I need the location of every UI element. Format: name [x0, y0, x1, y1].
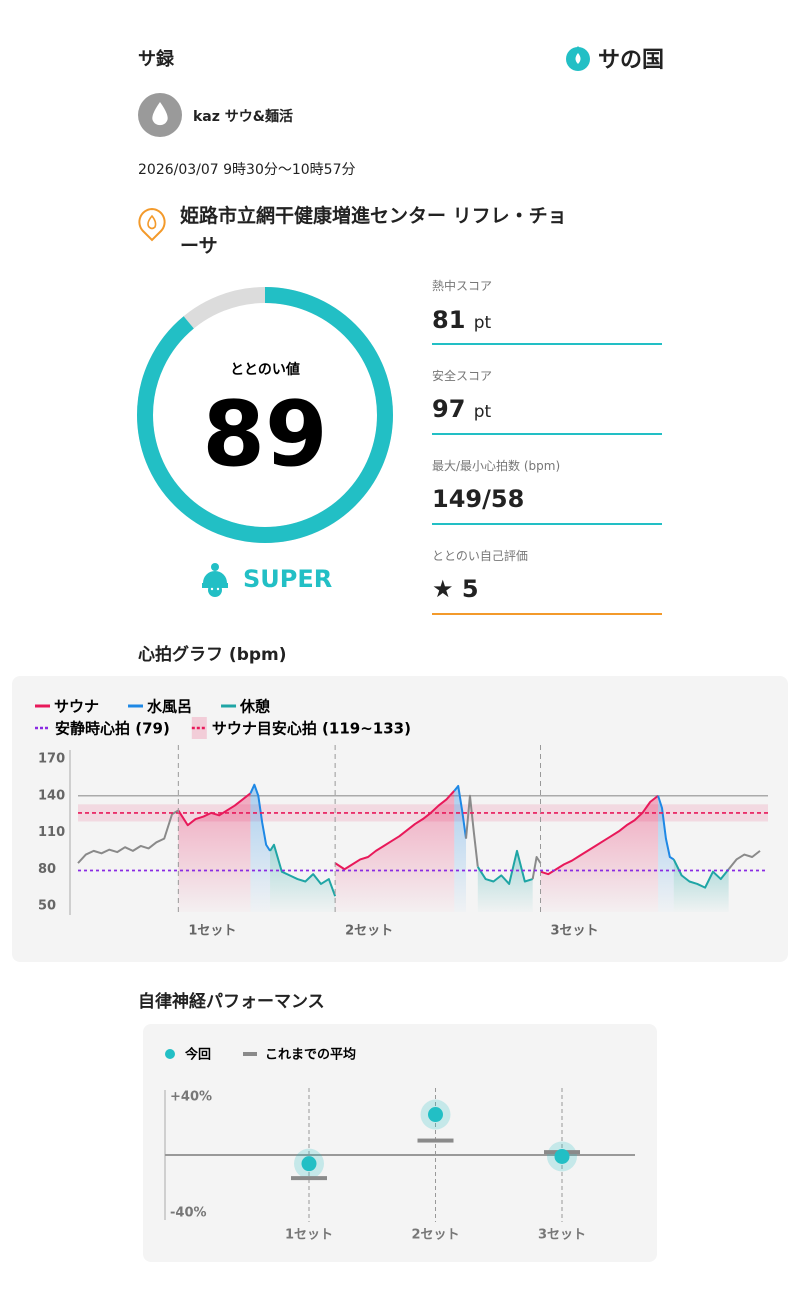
line: [465, 794, 479, 867]
y-tick-label: 50: [38, 899, 56, 914]
ring-arc: [137, 287, 393, 543]
legend-swatch: [165, 1049, 175, 1059]
stat-value: 149/58: [432, 485, 525, 513]
legend-label: これまでの平均: [265, 1047, 356, 1063]
legend-swatch: [243, 1052, 257, 1056]
stat-label: 安全スコア: [432, 369, 493, 383]
stat-value: 97 pt: [432, 395, 491, 423]
rank-icon: [202, 563, 228, 597]
stat-value: 81 pt: [432, 306, 491, 334]
score-label: ととのい値: [230, 361, 300, 378]
dot: [301, 1156, 317, 1172]
avatar: [138, 93, 182, 137]
logo-icon: [566, 46, 590, 71]
session-time: 2026/03/07 9時30分〜10時57分: [138, 162, 356, 178]
x-tick-label: 2セット: [411, 1228, 459, 1243]
y-tick-label: 110: [38, 825, 65, 840]
user-name: kaz サウ&麺活: [193, 109, 293, 125]
line: [476, 849, 533, 885]
stat-label: 最大/最小心拍数 (bpm): [432, 459, 561, 473]
line: [540, 794, 659, 876]
divider: [432, 523, 662, 525]
line: [334, 790, 456, 871]
line: [269, 843, 337, 897]
divider: [432, 343, 662, 345]
area: [673, 859, 729, 912]
area: [178, 793, 251, 912]
set-label: 1セット: [188, 924, 236, 939]
stat-number: 5: [461, 575, 479, 603]
chart-card: [143, 1024, 657, 1262]
facility-icon: [138, 207, 166, 242]
stat-value: ★ 5: [432, 575, 479, 603]
app-title: サ録: [138, 49, 174, 70]
y-tick-label: 80: [38, 862, 56, 877]
legend-label: サウナ: [54, 698, 99, 716]
line: [453, 784, 468, 839]
line: [657, 795, 675, 861]
average-bar: [417, 1138, 454, 1143]
stat-unit: pt: [473, 313, 492, 333]
stat-unit: pt: [473, 402, 492, 422]
area: [270, 844, 336, 912]
line: [77, 809, 179, 864]
dot: [428, 1107, 443, 1123]
legend-label: 休憩: [239, 698, 270, 716]
facility-name: 姫路市立網干健康増進センター リフレ・チョーサ: [180, 205, 567, 257]
area: [658, 795, 674, 912]
divider: [432, 613, 662, 615]
line: [672, 859, 730, 889]
legend-label: 水風呂: [147, 698, 192, 716]
score-ring: ととのい値 89: [137, 287, 393, 543]
divider: [432, 433, 662, 435]
stat-label: ととのい自己評価: [432, 549, 528, 563]
y-tick-label: +40%: [170, 1090, 212, 1105]
set-label: 2セット: [345, 924, 393, 939]
legend-label: サウナ目安心拍 (119~133): [212, 720, 411, 738]
rank-text: SUPER: [243, 565, 333, 593]
stat-number: 81: [432, 306, 466, 334]
x-tick-label: 3セット: [538, 1228, 586, 1243]
x-tick-label: 1セット: [285, 1228, 333, 1243]
line: [177, 792, 252, 827]
line: [531, 856, 542, 880]
line: [727, 850, 761, 870]
y-tick-label: 170: [38, 752, 65, 767]
area: [477, 850, 533, 912]
legend-label: 安静時心拍 (79): [55, 720, 170, 738]
average-bar: [291, 1176, 327, 1181]
dot: [554, 1148, 570, 1164]
area: [250, 784, 271, 912]
area: [454, 785, 467, 912]
section-title: 自律神経パフォーマンス: [138, 992, 325, 1012]
section-title: 心拍グラフ (bpm): [138, 645, 287, 665]
legend-label: 今回: [184, 1047, 211, 1063]
star-icon: ★: [432, 575, 454, 603]
logo-text: サの国: [598, 48, 665, 73]
line: [249, 783, 271, 852]
area: [335, 790, 455, 912]
set-label: 3セット: [551, 924, 599, 939]
y-tick-label: 140: [38, 788, 65, 803]
score-value: 89: [202, 382, 327, 487]
stat-number: 97: [432, 395, 466, 423]
stat-label: 熱中スコア: [432, 279, 493, 293]
y-tick-label: -40%: [170, 1205, 207, 1220]
